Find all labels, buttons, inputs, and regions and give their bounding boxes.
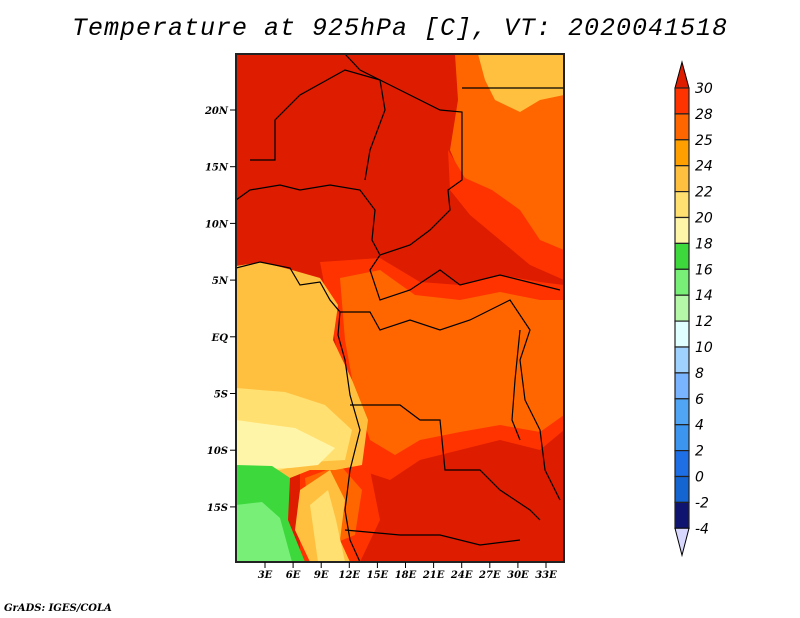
field-yellow-angola xyxy=(310,490,345,562)
colorbar-segment xyxy=(674,294,690,322)
border xyxy=(344,529,521,546)
field-lightgreen xyxy=(236,502,292,562)
lon-label: 6E xyxy=(286,570,301,581)
border xyxy=(350,404,541,521)
colorbar-top-arrow xyxy=(674,60,690,89)
border xyxy=(511,329,521,441)
colorbar-label: 2 xyxy=(695,444,704,460)
border xyxy=(344,54,561,301)
lon-label: 24E xyxy=(450,570,473,581)
colorbar-segment xyxy=(674,346,690,374)
colorbar-segment xyxy=(674,242,690,270)
colorbar-label: 8 xyxy=(695,366,704,382)
colorbar-segment xyxy=(674,320,690,348)
lon-label: 9E xyxy=(314,570,329,581)
colorbar-segment xyxy=(674,398,690,426)
latitude-axis: 20N 15N 10N 5N EQ 5S 10S 15S xyxy=(204,106,236,514)
colorbar-label: -2 xyxy=(695,495,709,511)
colorbar-segment xyxy=(674,139,690,167)
colorbar-label: 16 xyxy=(695,262,713,278)
colorbar-label: 20 xyxy=(695,211,713,227)
colorbar-bottom-arrow xyxy=(674,527,690,558)
colorbar-segment xyxy=(674,216,690,244)
colorbar-segment xyxy=(674,372,690,400)
field-orange-ne xyxy=(450,54,564,255)
colorbar-segment xyxy=(674,501,690,529)
colorbar-segment xyxy=(674,475,690,503)
colorbar-label: -4 xyxy=(695,521,709,537)
lat-label: 10N xyxy=(205,219,229,230)
colorbar-label: 28 xyxy=(695,107,713,123)
country-borders xyxy=(236,54,564,562)
colorbar-label: 24 xyxy=(695,159,713,175)
colorbar-segment xyxy=(674,113,690,141)
colorbar-label: 10 xyxy=(695,340,713,356)
colorbar-label: 18 xyxy=(695,236,713,252)
field-amber-ne xyxy=(478,54,564,112)
lat-label: 15S xyxy=(207,503,228,514)
colorbar-label: 4 xyxy=(695,418,704,434)
colorbar-label: 14 xyxy=(695,288,713,304)
lat-label: 15N xyxy=(205,163,229,174)
longitude-axis: 3E 6E 9E 12E 15E 18E 21E 24E 27E 30E 33E xyxy=(258,562,557,581)
colorbar-label: 12 xyxy=(695,314,713,330)
lat-label: EQ xyxy=(211,333,229,344)
colorbar-label: 30 xyxy=(695,81,713,97)
border xyxy=(340,299,561,501)
field-warm-ne xyxy=(448,150,564,280)
lat-label: 20N xyxy=(204,106,229,117)
colorbar-segment xyxy=(674,424,690,452)
footer-credit: GrADS: IGES/COLA xyxy=(4,603,112,614)
colorbar-segment xyxy=(674,87,690,115)
colorbar-label: 0 xyxy=(695,470,704,486)
lat-label: 5N xyxy=(212,276,229,287)
lon-label: 27E xyxy=(478,570,501,581)
lon-label: 30E xyxy=(507,570,529,581)
colorbar-segment xyxy=(674,268,690,296)
lon-label: 21E xyxy=(422,570,445,581)
coastline xyxy=(236,261,361,562)
lon-label: 3E xyxy=(258,570,273,581)
colorbar-label: 25 xyxy=(695,133,713,149)
lat-label: 5S xyxy=(214,390,228,401)
field-orange-congo xyxy=(340,270,564,455)
border xyxy=(236,184,381,256)
lat-label: 10S xyxy=(207,446,228,457)
colorbar-segment xyxy=(674,165,690,193)
colorbar-label: 6 xyxy=(695,392,704,408)
field-pale-ocean xyxy=(236,420,335,470)
colorbar-segment xyxy=(674,191,690,219)
border xyxy=(250,69,386,181)
lon-label: 18E xyxy=(395,570,417,581)
lon-label: 15E xyxy=(367,570,389,581)
lon-label: 33E xyxy=(535,570,557,581)
colorbar-label: 22 xyxy=(695,185,713,201)
plot-title: Temperature at 925hPa [C], VT: 202004151… xyxy=(71,14,729,43)
map-frame xyxy=(235,53,565,563)
colorbar-segment xyxy=(674,450,690,478)
lon-label: 12E xyxy=(339,570,361,581)
